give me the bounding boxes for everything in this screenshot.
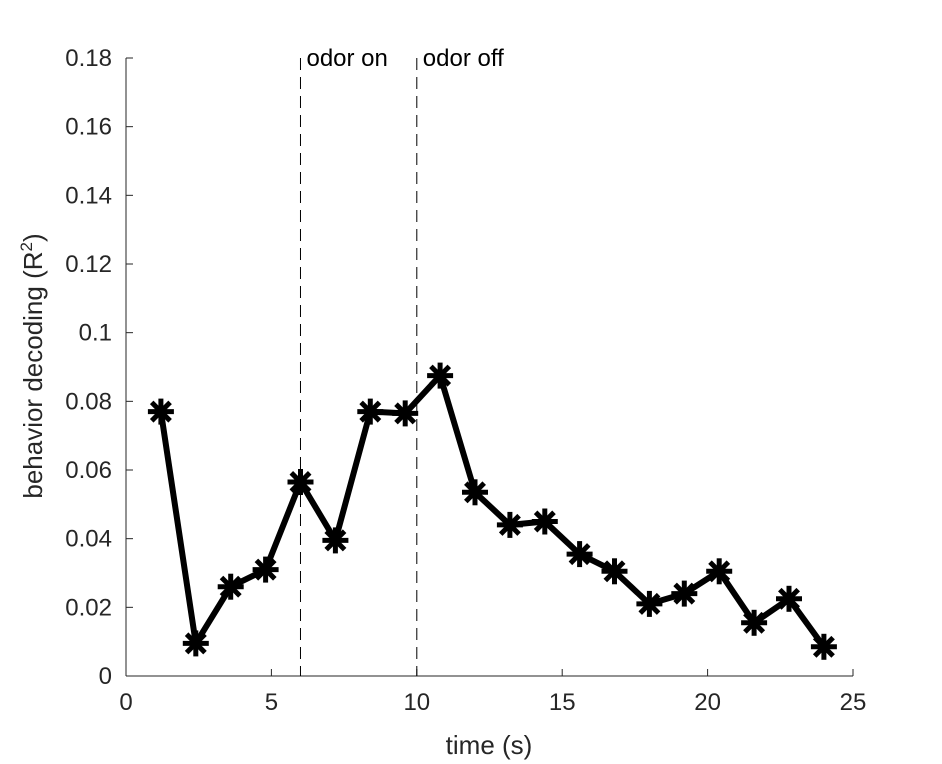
y-axis-label-superscript: 2 [17,242,36,251]
data-point-marker [671,580,698,607]
data-point-marker [322,527,349,554]
x-tick-label: 0 [119,689,132,716]
y-axis-label-end: ) [18,233,48,242]
data-point-marker [182,630,209,657]
data-point-marker [357,398,384,425]
event-lines: odor on odor off [299,45,504,676]
x-tick-label: 20 [694,689,721,716]
series-line [157,372,827,649]
data-point-marker [217,573,244,600]
y-tick-label: 0.14 [65,182,112,209]
x-axis-label: time (s) [446,730,533,760]
data-point-marker [496,511,523,538]
y-tick-label: 0.18 [65,45,112,72]
x-tick-label: 5 [265,689,278,716]
data-point-marker [287,469,314,495]
data-series [147,362,837,660]
y-axis-label: behavior decoding (R2) [17,233,48,498]
data-point-marker [636,590,663,617]
y-tick-label: 0.08 [65,388,112,415]
y-axis-label-main: behavior decoding (R [18,251,48,498]
tick-labels: 0 5 10 15 20 25 0 0.02 0.04 0.06 0.08 0.1 0.12 0.14 0.… [65,45,866,716]
y-tick-label: 0.06 [65,457,112,484]
data-point-marker [252,556,279,583]
y-tick-label: 0.16 [65,114,112,141]
x-tick-label: 10 [403,689,430,716]
y-tick-label: 0.04 [65,526,112,553]
event-line-label: odor on [306,45,387,72]
data-point-marker [147,398,174,425]
data-point-marker [601,558,628,585]
x-tick-label: 15 [549,689,576,716]
y-tick-label: 0 [99,663,112,690]
event-line-label: odor off [423,45,504,72]
axes [125,57,854,677]
data-point-marker [706,558,733,585]
data-point-marker [776,585,802,612]
data-point-marker [531,508,558,535]
y-tick-label: 0.02 [65,594,112,621]
data-point-marker [392,400,419,427]
data-point-marker [741,609,768,636]
y-tick-label: 0.12 [65,251,112,278]
x-tick-label: 25 [840,689,867,716]
data-point-marker [462,479,488,506]
data-point-marker [810,633,837,660]
data-point-marker [427,362,454,389]
y-tick-label: 0.1 [79,320,112,347]
data-point-marker [566,541,593,568]
